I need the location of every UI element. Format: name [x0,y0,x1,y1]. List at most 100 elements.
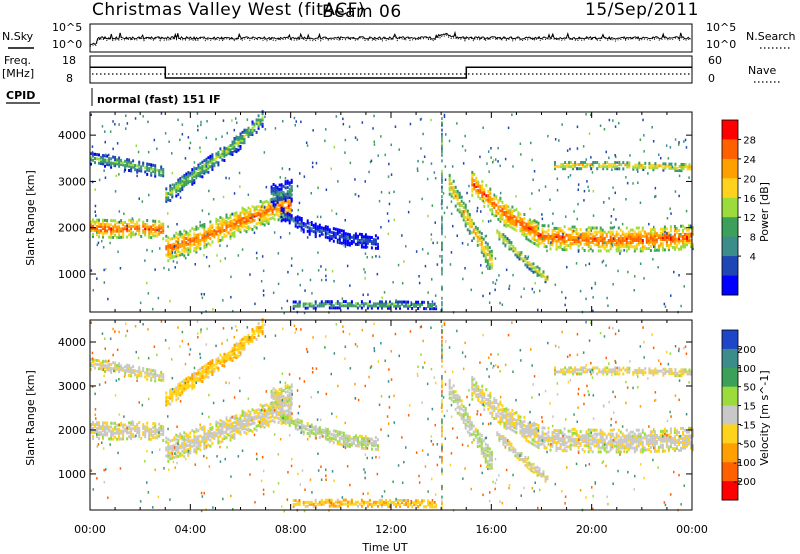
scatter-cell [476,206,479,210]
scatter-cell [567,227,570,231]
scatter-cell [183,243,186,247]
scatter-cell [549,243,552,247]
scatter-cell [595,241,598,245]
scatter-cell [217,368,220,372]
scatter-cell [187,451,190,455]
scatter-cell [362,302,365,306]
scatter-cell [642,118,644,122]
scatter-cell [500,233,503,237]
scatter-cell [328,238,331,242]
scatter-cell [177,254,180,257]
scatter-cell [205,243,208,247]
scatter-cell [94,222,96,226]
scatter-cell [118,427,121,431]
scatter-cell [120,235,123,239]
scatter-cell [605,232,608,236]
scatter-cell [570,161,573,164]
scatter-cell [462,201,465,205]
scatter-cell [464,134,466,138]
scatter-cell [243,337,246,341]
scatter-cell [199,241,202,244]
scatter-cell [464,410,467,414]
scatter-cell [267,410,270,414]
scatter-cell [160,224,163,228]
scatter-cell [530,262,533,266]
scatter-cell [290,385,293,389]
scatter-cell [418,281,421,285]
scatter-cell [207,375,210,379]
scatter-cell [140,436,143,440]
scatter-cell [523,225,526,229]
scatter-cell [150,163,153,167]
scatter-cell [203,431,206,435]
scatter-cell [177,396,180,400]
scatter-cell [373,143,376,146]
scatter-cell [640,165,643,169]
scatter-cell [134,435,137,438]
scatter-cell [193,430,196,434]
scatter-cell [219,244,221,247]
scatter-cell [312,306,315,310]
scatter-cell [130,370,133,374]
scatter-cell [219,422,222,426]
scatter-cell [148,231,151,235]
scatter-cell [366,441,369,445]
scatter-cell [233,417,236,420]
scatter-cell [296,427,299,431]
scatter-cell [559,229,562,233]
scatter-cell [682,241,684,245]
scatter-cell [179,179,182,183]
scatter-cell [649,228,652,232]
scatter-cell [169,256,172,260]
scatter-cell [144,225,147,228]
scatter-cell [181,185,184,189]
scatter-cell [501,209,504,213]
scatter-cell [193,442,196,446]
scatter-cell [649,236,652,240]
scatter-cell [310,425,313,429]
scatter-cell [489,191,492,195]
scatter-cell [100,162,102,165]
scatter-cell [300,120,302,124]
scatter-cell [393,190,395,194]
scatter-cell [672,166,675,170]
scatter-cell [470,224,473,228]
scatter-cell [657,266,659,269]
scatter-cell [207,433,210,437]
scatter-cell [110,363,113,366]
scatter-cell [225,418,228,422]
scatter-cell [618,167,621,171]
scatter-cell [377,154,379,157]
scatter-cell [532,266,535,270]
scatter-cell [231,433,234,437]
scatter-cell [559,243,562,247]
scatter-cell [146,371,149,375]
scatter-cell [257,120,260,124]
scatter-cell [128,366,131,370]
scatter-cell [128,425,131,429]
scatter-cell [486,253,489,256]
scatter-cell [662,233,664,236]
scatter-cell [558,139,560,142]
scatter-cell [165,199,168,203]
scatter-cell [302,430,305,434]
scatter-cell [538,271,541,275]
scatter-cell [191,226,194,230]
scatter-cell [466,420,469,424]
scatter-cell [587,234,590,238]
scatter-cell [304,425,307,429]
scatter-cell [318,436,321,439]
scatter-cell [372,441,375,445]
scatter-cell [492,281,494,284]
scatter-cell [602,167,605,171]
scatter-cell [513,215,516,219]
scatter-cell [346,241,349,245]
scatter-cell [181,123,184,126]
scatter-cell [375,255,377,258]
scatter-cell [277,420,280,424]
scatter-cell [275,212,278,216]
freq-tick-low: 8 [66,72,73,85]
scatter-cell [336,228,339,232]
scatter-cell [667,248,670,252]
scatter-cell [253,417,256,421]
